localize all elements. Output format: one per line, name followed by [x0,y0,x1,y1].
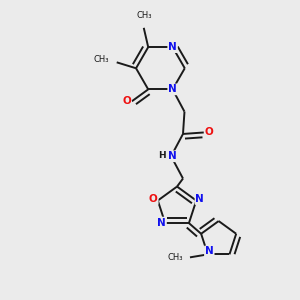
Text: N: N [157,218,166,227]
Text: CH₃: CH₃ [136,11,152,20]
Text: CH₃: CH₃ [94,56,109,64]
Text: N: N [168,42,177,52]
Text: N: N [168,84,177,94]
Text: CH₃: CH₃ [168,253,183,262]
Text: O: O [149,194,158,204]
Text: N: N [168,151,177,161]
Text: O: O [205,128,214,137]
Text: N: N [196,194,204,204]
Text: O: O [122,96,131,106]
Text: H: H [158,151,165,160]
Text: N: N [205,246,214,256]
